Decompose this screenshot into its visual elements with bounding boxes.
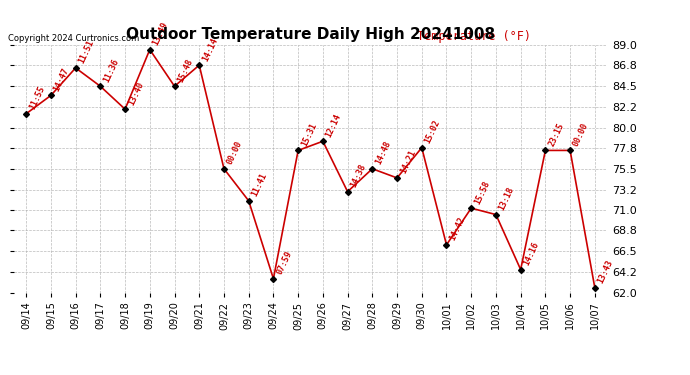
Text: 07:59: 07:59 <box>275 249 293 276</box>
Text: 12:14: 12:14 <box>324 112 343 138</box>
Text: 14:42: 14:42 <box>448 216 466 242</box>
Text: 15:02: 15:02 <box>423 118 442 145</box>
Text: Copyright 2024 Curtronics.com: Copyright 2024 Curtronics.com <box>8 33 139 42</box>
Text: 00:00: 00:00 <box>226 140 244 166</box>
Text: 14:14: 14:14 <box>201 36 219 62</box>
Text: 14:48: 14:48 <box>374 140 393 166</box>
Text: 15:58: 15:58 <box>473 179 491 206</box>
Text: 14:21: 14:21 <box>398 148 417 175</box>
Text: 13:18: 13:18 <box>497 185 516 212</box>
Text: 11:55: 11:55 <box>28 84 46 111</box>
Text: 15:48: 15:48 <box>176 57 195 84</box>
Text: 23:15: 23:15 <box>546 121 566 148</box>
Text: 13:49: 13:49 <box>151 20 170 47</box>
Text: 13:43: 13:43 <box>596 259 615 285</box>
Text: Temperature (°F): Temperature (°F) <box>417 30 531 42</box>
Text: 11:36: 11:36 <box>101 57 121 84</box>
Text: 13:40: 13:40 <box>126 80 145 106</box>
Text: 11:51: 11:51 <box>77 39 96 65</box>
Text: 15:31: 15:31 <box>299 121 318 148</box>
Text: 00:00: 00:00 <box>571 121 590 148</box>
Text: 11:41: 11:41 <box>250 172 269 198</box>
Title: Outdoor Temperature Daily High 20241008: Outdoor Temperature Daily High 20241008 <box>126 27 495 42</box>
Text: 14:47: 14:47 <box>52 66 71 93</box>
Text: 14:38: 14:38 <box>349 162 368 189</box>
Text: 14:16: 14:16 <box>522 240 541 267</box>
